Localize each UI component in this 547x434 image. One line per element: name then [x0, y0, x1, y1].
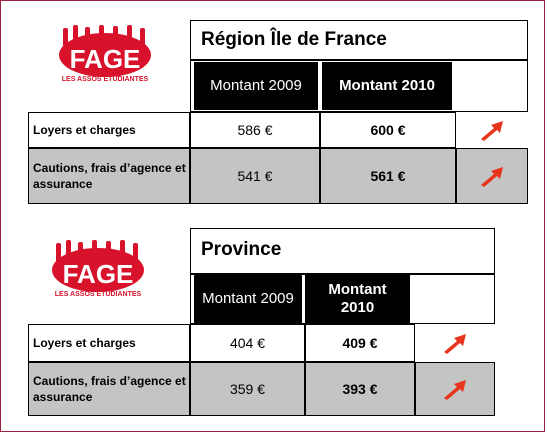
fage-logo: FAGE LES ASSOS ÉTUDIANTES	[55, 25, 165, 95]
header-montant-2009: Montant 2009	[194, 62, 318, 110]
up-arrow-icon	[444, 380, 466, 400]
row-label-loyers: Loyers et charges	[28, 112, 190, 148]
header-montant-2010: Montant 2010	[305, 275, 410, 323]
header-spacer	[190, 274, 495, 324]
header-montant-2010: Montant 2010	[322, 62, 452, 110]
row-label-loyers: Loyers et charges	[28, 324, 190, 362]
logo-name: FAGE	[70, 44, 141, 74]
up-arrow-icon	[481, 167, 503, 187]
trend-cell	[415, 362, 495, 416]
cell-2009-loyers: 404 €	[190, 324, 305, 362]
trend-cell	[456, 148, 528, 204]
logo-tagline: LES ASSOS ÉTUDIANTES	[62, 74, 149, 83]
trend-cell	[415, 324, 495, 362]
cell-2010-cautions: 561 €	[320, 148, 456, 204]
logo-name: FAGE	[63, 259, 134, 289]
row-label-cautions: Cautions, frais d’agence et assurance	[28, 362, 190, 416]
row-label-cautions: Cautions, frais d’agence et assurance	[28, 148, 190, 204]
cell-2009-loyers: 586 €	[190, 112, 320, 148]
fage-logo: FAGE LES ASSOS ÉTUDIANTES	[48, 240, 158, 310]
cell-2009-cautions: 541 €	[190, 148, 320, 204]
table-title: Province	[190, 228, 495, 274]
up-arrow-icon	[481, 121, 503, 141]
header-spacer	[190, 60, 528, 112]
cell-2010-loyers: 600 €	[320, 112, 456, 148]
up-arrow-icon	[444, 334, 466, 354]
cell-2009-cautions: 359 €	[190, 362, 305, 416]
cell-2010-loyers: 409 €	[305, 324, 415, 362]
table-title: Région Île de France	[190, 20, 528, 60]
trend-cell	[456, 112, 528, 148]
header-montant-2009: Montant 2009	[194, 275, 302, 323]
cell-2010-cautions: 393 €	[305, 362, 415, 416]
logo-tagline: LES ASSOS ÉTUDIANTES	[55, 289, 142, 298]
